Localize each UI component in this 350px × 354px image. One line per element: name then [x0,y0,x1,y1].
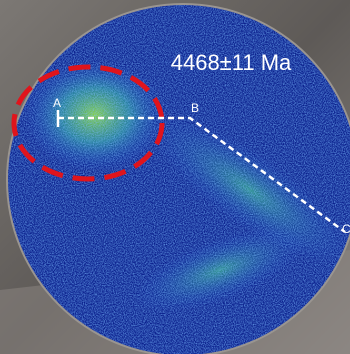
micrograph: 4468±11 Ma A B C [0,0,350,354]
page: 4468±11 Ma A B C (() => { const data = J… [0,0,350,354]
point-label: B [191,101,199,115]
age-annotation: 4468±11 Ma [171,50,292,75]
point-label: A [53,96,61,110]
point-label: C [342,222,350,236]
